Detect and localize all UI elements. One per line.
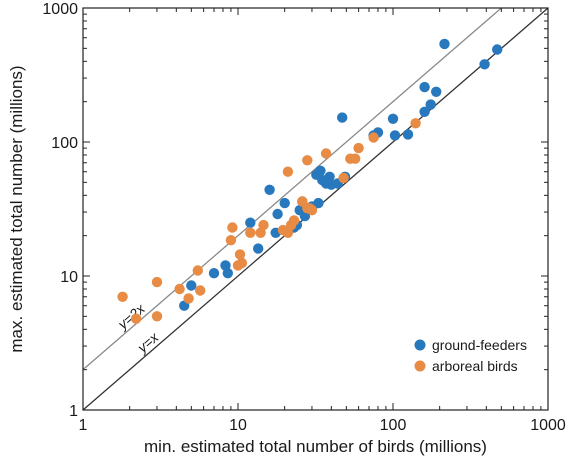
x-tick-label: 1000 <box>530 417 566 434</box>
reference-line-y-2x <box>82 7 502 371</box>
plot-frame <box>82 7 549 411</box>
data-point <box>222 268 233 279</box>
data-point <box>350 153 361 164</box>
data-point <box>130 313 142 324</box>
data-point <box>315 165 326 176</box>
data-point <box>302 155 313 166</box>
data-point <box>419 81 430 93</box>
data-point <box>272 208 283 220</box>
data-point <box>439 38 450 50</box>
y-tick-label: 100 <box>51 135 78 152</box>
data-point <box>402 129 414 140</box>
data-point <box>208 268 220 279</box>
axis-ticks <box>82 8 548 411</box>
data-point <box>389 130 401 141</box>
data-point <box>282 166 294 177</box>
legend-marker <box>414 339 426 351</box>
tick-labels: 1 10 100 1000 1 10 100 1000 <box>42 1 565 434</box>
data-point <box>353 142 364 154</box>
data-points <box>117 38 503 324</box>
data-point <box>195 285 206 296</box>
x-axis-title: min. estimated total number of birds (mi… <box>144 437 487 456</box>
legend-marker <box>414 360 426 372</box>
data-point <box>299 210 311 222</box>
data-point <box>313 197 324 209</box>
data-point <box>186 280 197 291</box>
data-point <box>431 86 442 98</box>
legend-item-ground-feeders: ground-feeders <box>414 337 527 353</box>
x-tick-label: 1 <box>79 417 88 434</box>
reference-label-y-x: y=x <box>133 328 162 356</box>
data-point <box>368 132 379 143</box>
data-point <box>410 118 421 129</box>
legend-item-arboreal-birds: arboreal birds <box>414 358 518 374</box>
data-point <box>192 265 203 276</box>
legend: ground-feeders arboreal birds <box>414 337 527 374</box>
data-point <box>225 235 237 246</box>
data-point <box>338 172 349 184</box>
data-point <box>306 205 318 216</box>
data-point <box>324 171 335 182</box>
data-point <box>279 197 290 209</box>
data-point <box>320 148 332 159</box>
data-point <box>419 106 430 118</box>
data-point <box>264 184 275 195</box>
data-point <box>288 215 300 226</box>
data-point <box>151 276 163 288</box>
data-point <box>227 222 238 233</box>
data-point <box>117 291 128 302</box>
data-point <box>337 112 348 123</box>
data-point <box>151 311 163 322</box>
data-point <box>253 243 264 254</box>
data-point <box>245 217 256 228</box>
y-axis-title: max. estimated total number (millions) <box>7 65 26 352</box>
y-tick-label: 10 <box>60 269 78 286</box>
x-tick-label: 100 <box>380 417 407 434</box>
data-point <box>245 227 256 238</box>
legend-label: arboreal birds <box>432 358 518 374</box>
y-tick-label: 1000 <box>42 1 78 18</box>
data-point <box>236 257 248 269</box>
data-point <box>492 44 503 55</box>
data-point <box>174 283 185 295</box>
plot-border <box>82 7 549 411</box>
data-point <box>183 293 194 304</box>
data-point <box>387 113 399 125</box>
x-tick-label: 10 <box>229 417 247 434</box>
data-point <box>234 249 246 260</box>
data-point <box>258 219 269 231</box>
y-tick-label: 1 <box>69 403 78 420</box>
data-point <box>479 59 490 70</box>
legend-label: ground-feeders <box>432 337 527 353</box>
series-arboreal-birds <box>117 118 421 324</box>
data-point <box>220 260 231 271</box>
data-point <box>425 99 436 110</box>
